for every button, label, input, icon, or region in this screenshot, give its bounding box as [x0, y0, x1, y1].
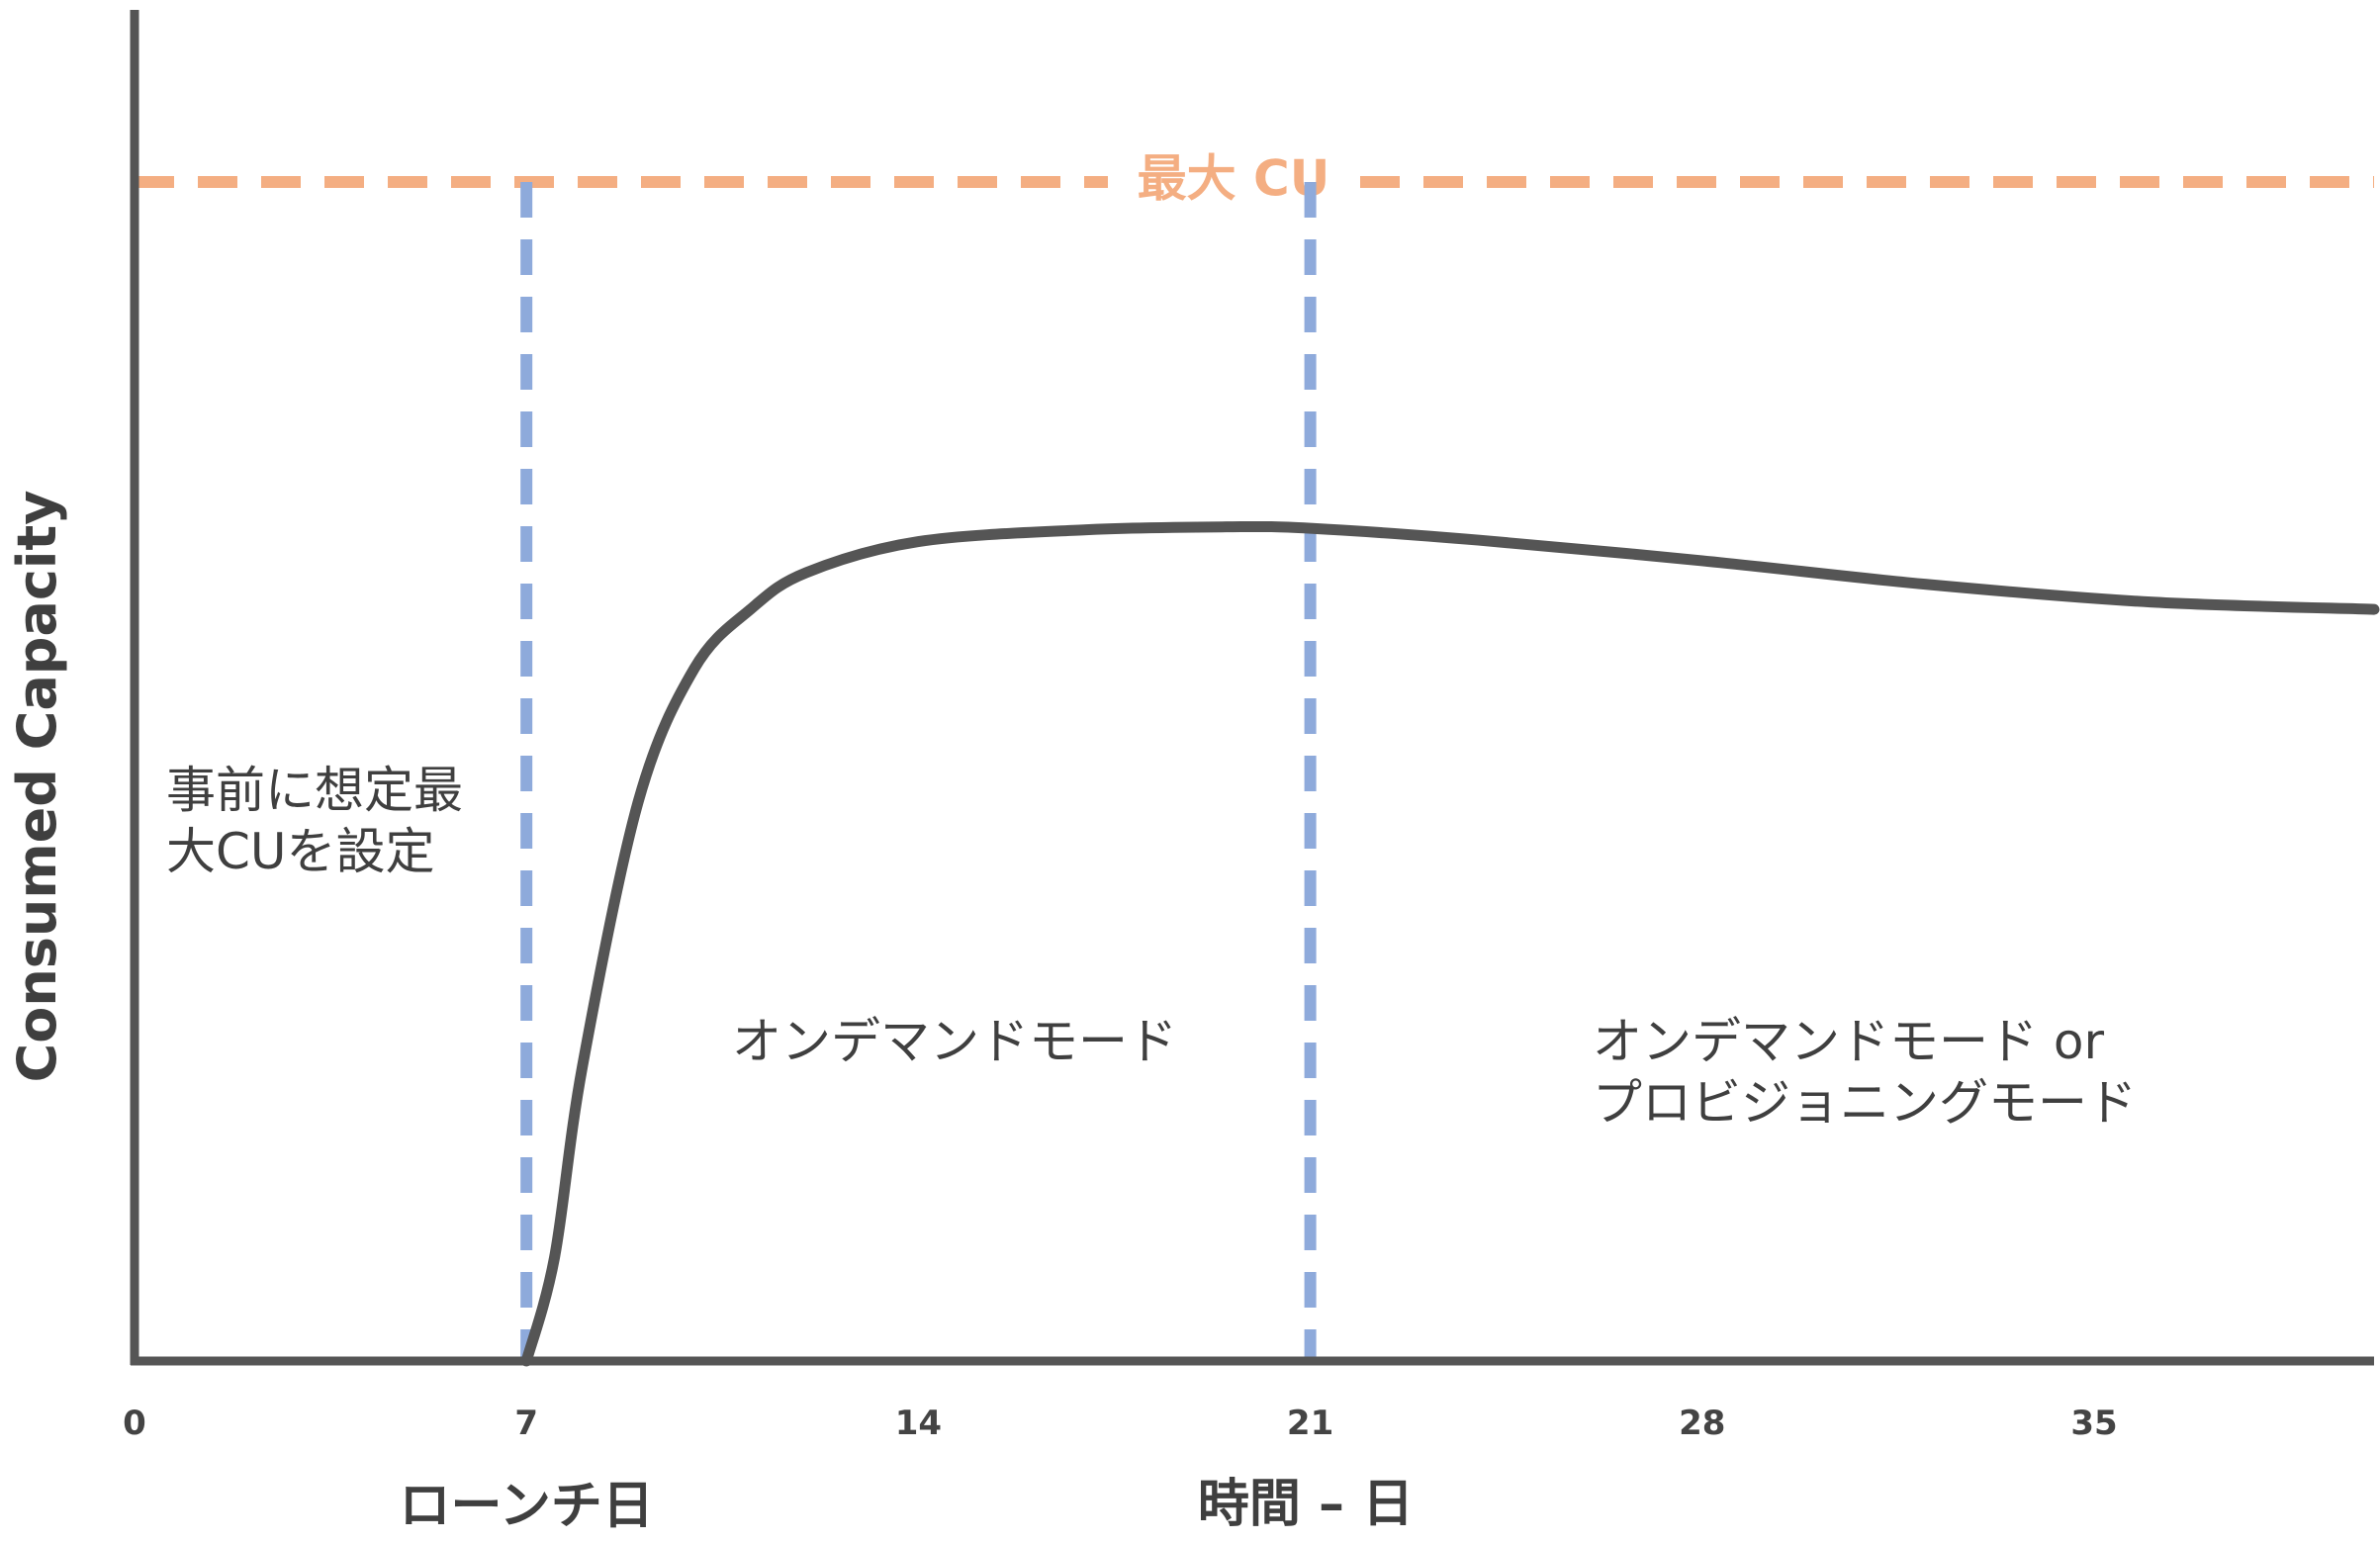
annotation-line: プロビジョニングモード — [1593, 1074, 2137, 1132]
x-tick-label: 21 — [1287, 1404, 1333, 1443]
x-tick-label: 0 — [123, 1404, 146, 1443]
x-axis-label: 時間 – 日 — [1198, 1475, 1414, 1534]
x-tick-label: 28 — [1679, 1404, 1725, 1443]
annotation-line: オンデマンドモード or — [1593, 1013, 2104, 1070]
x-tick-labels: 0 7 14 21 28 35 — [123, 1404, 2118, 1443]
annotation-line: オンデマンドモード — [732, 1013, 1177, 1070]
annotation-on-demand-or-provisioned: オンデマンドモード or プロビジョニングモード — [1593, 1013, 2137, 1132]
consumed-capacity-series — [520, 520, 2380, 1367]
annotation-on-demand: オンデマンドモード — [732, 1013, 1177, 1070]
annotation-line: 事前に想定最 — [166, 762, 463, 819]
x-tick-label: 35 — [2070, 1404, 2117, 1443]
y-axis-label: Consumed Capacity — [6, 491, 68, 1083]
x-tick-label: 7 — [514, 1404, 538, 1443]
annotation-preset-max-cu: 事前に想定最 大CUを設定 — [166, 762, 479, 880]
x-tick-label: 14 — [895, 1404, 942, 1443]
max-cu-label: 最大 CU — [1138, 150, 1330, 208]
annotation-line: 大CUを設定 — [166, 823, 435, 880]
launch-day-label: ローンチ日 — [399, 1477, 653, 1536]
